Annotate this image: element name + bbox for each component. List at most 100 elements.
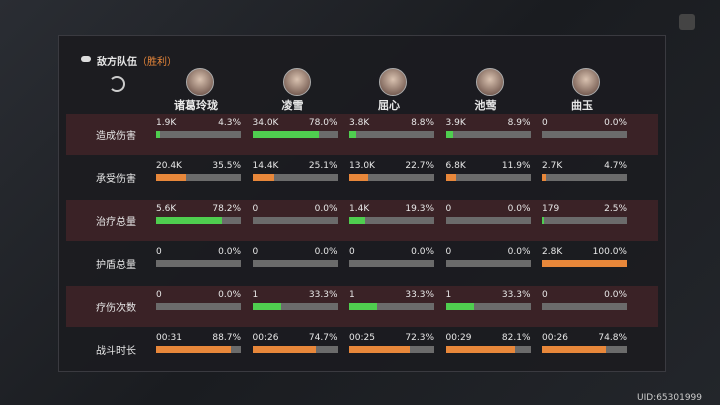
bar-track — [156, 346, 241, 353]
bar-track — [156, 174, 241, 181]
avatar — [572, 68, 600, 96]
stat-value: 1.4K — [349, 204, 370, 214]
character-name: 屈心 — [378, 99, 400, 112]
bar-fill — [252, 346, 316, 353]
stat-value: 0 — [445, 247, 452, 257]
stat-value: 6.8K — [445, 161, 466, 171]
bar-track — [252, 346, 338, 353]
stat-percent: 0.0% — [507, 247, 531, 257]
bar-fill — [349, 346, 411, 353]
bar-fill — [445, 131, 454, 138]
bar-fill — [542, 346, 606, 353]
swap-icon[interactable] — [109, 76, 125, 92]
stat-value: 00:26 — [542, 333, 568, 343]
stat-percent: 25.1% — [308, 161, 338, 171]
uid: UID:65301999 — [636, 393, 702, 403]
bar-fill — [445, 174, 456, 181]
stat-value: 0 — [156, 290, 162, 300]
row-label: 护盾总量 — [96, 260, 136, 271]
stat-value: 0 — [445, 204, 452, 214]
bar-track — [542, 131, 627, 138]
stat-value: 179 — [542, 204, 560, 214]
row-label: 造成伤害 — [96, 131, 136, 142]
stat-value: 5.6K — [156, 204, 177, 214]
character-name: 池莺 — [474, 99, 497, 112]
bar-track — [349, 131, 434, 138]
stat-value: 0 — [156, 247, 162, 257]
stat-row: 护盾总量 0 0.0% 0 0.0% 0 0.0% 0 0.0% 2.8K 100.0% — [66, 243, 658, 284]
bar-track — [156, 217, 241, 224]
stat-percent: 0.0% — [507, 204, 531, 214]
bar-fill — [445, 303, 474, 310]
stat-value: 1 — [445, 290, 452, 300]
row-label: 战斗时长 — [96, 346, 136, 357]
bar-track — [252, 303, 338, 310]
bar-fill — [252, 131, 319, 138]
bar-fill — [349, 303, 378, 310]
bar-track — [542, 260, 627, 267]
stat-percent: 78.0% — [308, 118, 338, 128]
toggle[interactable] — [81, 56, 91, 62]
bar-track — [542, 303, 627, 310]
bar-track — [349, 346, 434, 353]
result: （胜利） — [137, 57, 177, 68]
bar-track — [349, 174, 434, 181]
stat-value: 2.7K — [542, 161, 563, 171]
stat-percent: 33.3% — [308, 290, 338, 300]
bar-fill — [349, 174, 369, 181]
bar-track — [252, 131, 338, 138]
stats-icon[interactable] — [679, 14, 695, 30]
bar-track — [156, 131, 241, 138]
bar-fill — [156, 346, 232, 353]
bar-fill — [542, 260, 627, 267]
stat-value: 00:26 — [252, 333, 279, 343]
bar-fill — [349, 131, 357, 138]
character-name: 诸葛玲珑 — [174, 99, 218, 112]
stat-percent: 33.3% — [405, 290, 434, 300]
stat-percent: 88.7% — [212, 333, 241, 343]
bar-track — [542, 174, 627, 181]
stat-percent: 33.3% — [501, 290, 531, 300]
stat-percent: 11.9% — [501, 161, 531, 171]
bar-track — [445, 346, 531, 353]
character-name: 曲玉 — [571, 99, 593, 112]
bar-fill — [542, 174, 546, 181]
avatar — [282, 68, 311, 96]
stat-percent: 72.3% — [405, 333, 434, 343]
row-label: 治疗总量 — [96, 217, 136, 228]
stats-panel: 敌方队伍（胜利） 诸葛玲珑 凌雪 屈心 池莺 曲玉 造成伤害 1.9K 4.3% 34.0K 78… — [58, 35, 666, 372]
bar-track — [445, 260, 531, 267]
stat-value: 34.0K — [252, 118, 279, 128]
bar-track — [542, 217, 627, 224]
stat-percent: 0.0% — [604, 290, 627, 300]
bar-track — [156, 303, 241, 310]
stat-value: 0 — [349, 247, 355, 257]
stat-percent: 2.5% — [604, 204, 627, 214]
avatar — [379, 68, 407, 96]
stat-value: 3.8K — [349, 118, 370, 128]
stat-percent: 22.7% — [405, 161, 434, 171]
bar-track — [445, 174, 531, 181]
stat-percent: 100.0% — [592, 247, 627, 257]
stat-value: 0 — [252, 247, 259, 257]
bar-fill — [252, 174, 274, 181]
stat-value: 0 — [542, 290, 548, 300]
stat-value: 14.4K — [252, 161, 279, 171]
stat-percent: 19.3% — [405, 204, 434, 214]
bar-track — [445, 217, 531, 224]
stat-value: 1 — [252, 290, 259, 300]
bar-track — [349, 303, 434, 310]
stat-percent: 0.0% — [314, 247, 338, 257]
stat-row: 治疗总量 5.6K 78.2% 0 0.0% 1.4K 19.3% 0 0.0% 179 2.5% — [66, 200, 658, 241]
stat-value: 2.8K — [542, 247, 563, 257]
stat-percent: 74.8% — [598, 333, 627, 343]
row-label: 承受伤害 — [96, 174, 136, 185]
stat-value: 1.9K — [156, 118, 177, 128]
stat-value: 3.9K — [445, 118, 466, 128]
stat-value: 0 — [252, 204, 259, 214]
bar-track — [156, 260, 241, 267]
bar-track — [252, 217, 338, 224]
stat-percent: 0.0% — [604, 118, 627, 128]
stat-percent: 82.1% — [501, 333, 531, 343]
bar-fill — [156, 174, 187, 181]
